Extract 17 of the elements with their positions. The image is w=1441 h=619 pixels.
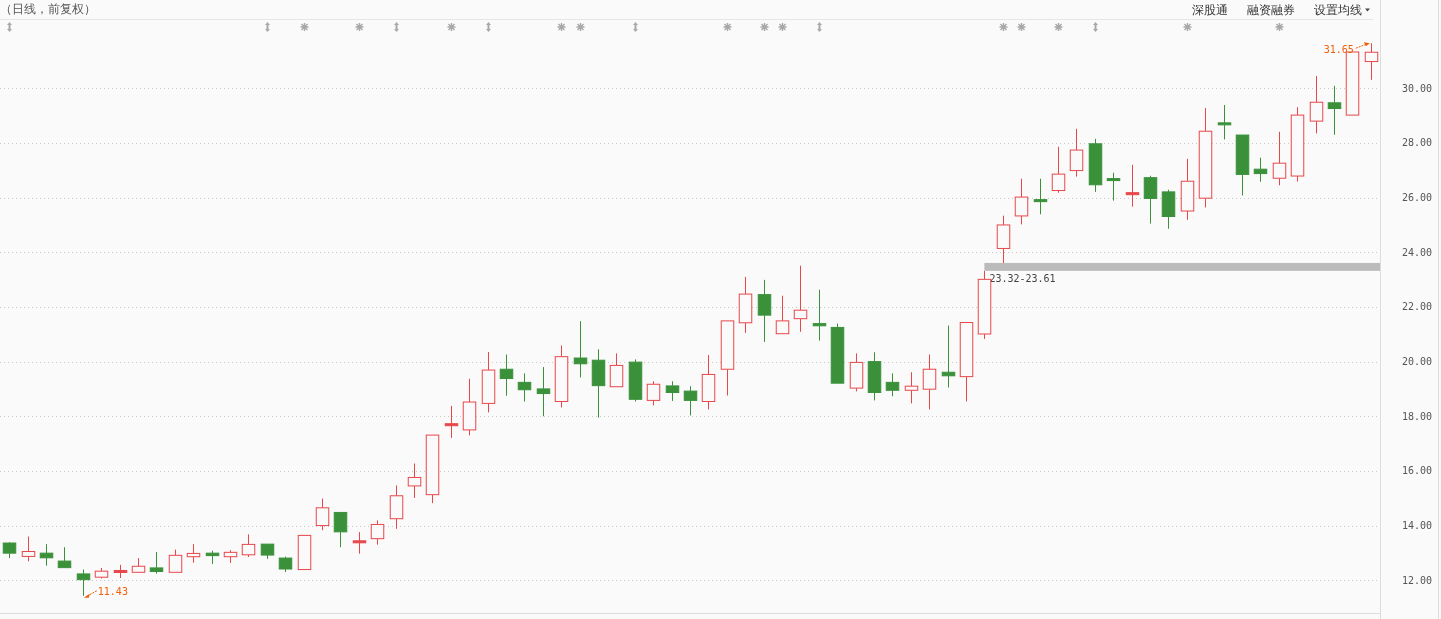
text: 设置均线 xyxy=(1314,3,1362,17)
annotation: 31.65 xyxy=(1323,44,1354,56)
y-tick-label: 18.00 xyxy=(1401,410,1433,422)
y-tick-label: 26.00 xyxy=(1401,192,1433,204)
y-tick-label: 14.00 xyxy=(1401,520,1433,532)
text: 深股通 xyxy=(1192,3,1228,17)
annotation: 11.43 xyxy=(97,585,128,597)
chart-title: （日线，前复权） xyxy=(0,2,96,16)
y-tick-label: 28.00 xyxy=(1401,137,1433,149)
band-label: 23.32-23.61 xyxy=(989,272,1056,284)
y-tick-label: 30.00 xyxy=(1401,82,1433,94)
y-tick-label: 12.00 xyxy=(1401,574,1433,586)
y-tick-label: 20.00 xyxy=(1401,356,1433,368)
y-tick-label: 22.00 xyxy=(1401,301,1433,313)
text: 融资融券 xyxy=(1247,3,1295,17)
y-tick-label: 16.00 xyxy=(1401,465,1433,477)
y-tick-label: 24.00 xyxy=(1401,246,1433,258)
